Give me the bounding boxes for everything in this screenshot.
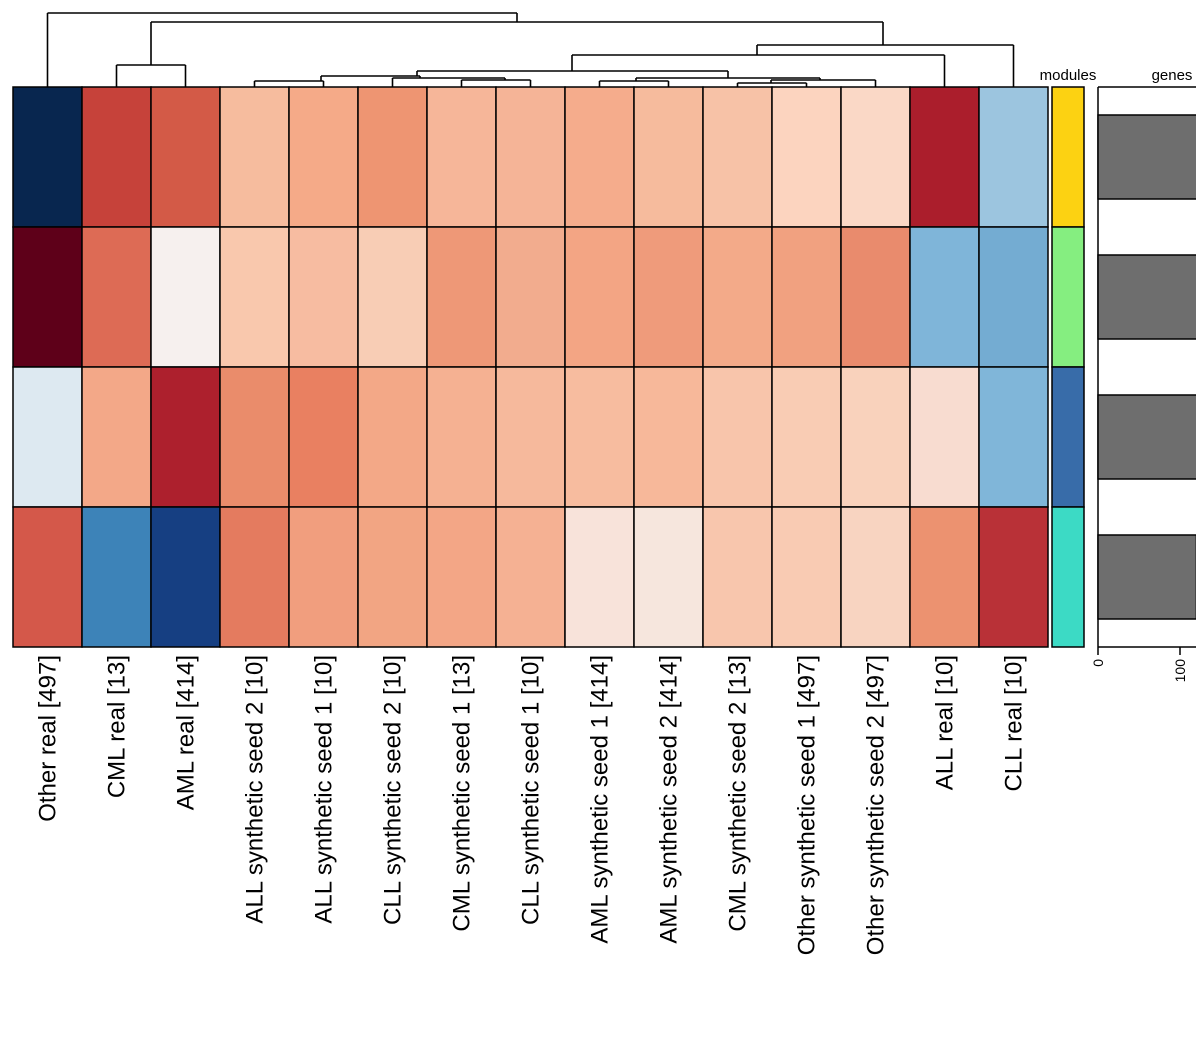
heatmap-cell [12,366,83,508]
heatmap-cell [219,86,290,228]
heatmap-cell [840,86,911,228]
column-label: ALL synthetic seed 2 [10] [242,655,269,924]
genes-tick-label: 0 [1090,659,1106,667]
column-label: CLL synthetic seed 1 [10] [518,655,545,925]
heatmap-cell [702,86,773,228]
modules-strip [1051,86,1085,648]
heatmap-cell [150,86,221,228]
genes-bar-panel: 0100200 [1090,86,1196,683]
heatmap-cell [495,226,566,368]
heatmap-cell [426,366,497,508]
genes-bar [1097,114,1196,200]
heatmap-cell [633,366,704,508]
heatmap-cell [564,366,635,508]
heatmap-cell [288,366,359,508]
column-labels: Other real [497] CML real [13] AML real [4… [35,655,1028,955]
heatmap-cell [978,366,1049,508]
heatmap-cell [426,226,497,368]
heatmap-cell [357,86,428,228]
column-label: CML real [13] [104,655,131,798]
heatmap-cell [771,366,842,508]
heatmap-cell [564,506,635,648]
heatmap-cell [702,226,773,368]
column-dendrogram [46,12,1015,87]
column-label: CLL real [10] [1001,655,1028,792]
heatmap-cell [426,506,497,648]
heatmap-cell [564,226,635,368]
heatmap-cell [840,506,911,648]
heatmap-cell [633,506,704,648]
module-color-swatch [1051,86,1085,228]
heatmap-cell [219,506,290,648]
heatmap-cell [150,506,221,648]
heatmap-cell [12,226,83,368]
module-color-swatch [1051,366,1085,508]
modules-legend-title: modules [1040,67,1097,84]
heatmap-cell [357,226,428,368]
heatmap-cell [771,506,842,648]
column-label: ALL synthetic seed 1 [10] [311,655,338,924]
column-label: CML synthetic seed 2 [13] [725,655,752,932]
heatmap-cell [840,226,911,368]
heatmap-cell [564,86,635,228]
column-label: Other synthetic seed 1 [497] [794,655,821,955]
heatmap-cell [357,366,428,508]
heatmap-cells [12,86,1049,648]
heatmap-cell [771,86,842,228]
heatmap-cell [771,226,842,368]
heatmap-cell [495,86,566,228]
heatmap-cell [909,506,980,648]
heatmap-cell [81,366,152,508]
heatmap-cell [81,506,152,648]
heatmap-cell [702,366,773,508]
heatmap-cell [978,86,1049,228]
heatmap-cell [495,506,566,648]
column-label: Other synthetic seed 2 [497] [863,655,890,955]
heatmap-cell [633,86,704,228]
heatmap-cell [633,226,704,368]
genes-panel-title: genes [1152,67,1193,84]
heatmap-cell [426,86,497,228]
heatmap-cell [288,86,359,228]
column-label: AML real [414] [173,655,200,810]
heatmap-cell [909,86,980,228]
heatmap-cell [12,86,83,228]
heatmap-cell [219,226,290,368]
heatmap-cell [150,366,221,508]
genes-bar [1097,394,1196,480]
column-label: AML synthetic seed 1 [414] [587,655,614,944]
heatmap-cell [150,226,221,368]
genes-tick-label: 100 [1172,659,1188,683]
heatmap-cell [909,366,980,508]
module-color-swatch [1051,226,1085,368]
column-label: ALL real [10] [932,655,959,790]
genes-bar [1097,254,1196,340]
heatmap-cell [702,506,773,648]
genes-bar [1097,534,1196,620]
heatmap-cell [288,506,359,648]
heatmap-cell [840,366,911,508]
heatmap-cell [12,506,83,648]
heatmap-cell [219,366,290,508]
module-color-swatch [1051,506,1085,648]
heatmap-cell [909,226,980,368]
heatmap-cell [81,226,152,368]
heatmap-cell [288,226,359,368]
heatmap-cell [357,506,428,648]
heatmap-cell [978,226,1049,368]
column-label: Other real [497] [35,655,62,822]
heatmap-cell [495,366,566,508]
heatmap-cell [81,86,152,228]
column-label: CLL synthetic seed 2 [10] [380,655,407,925]
column-label: AML synthetic seed 2 [414] [656,655,683,944]
heatmap-cell [978,506,1049,648]
column-label: CML synthetic seed 1 [13] [449,655,476,932]
